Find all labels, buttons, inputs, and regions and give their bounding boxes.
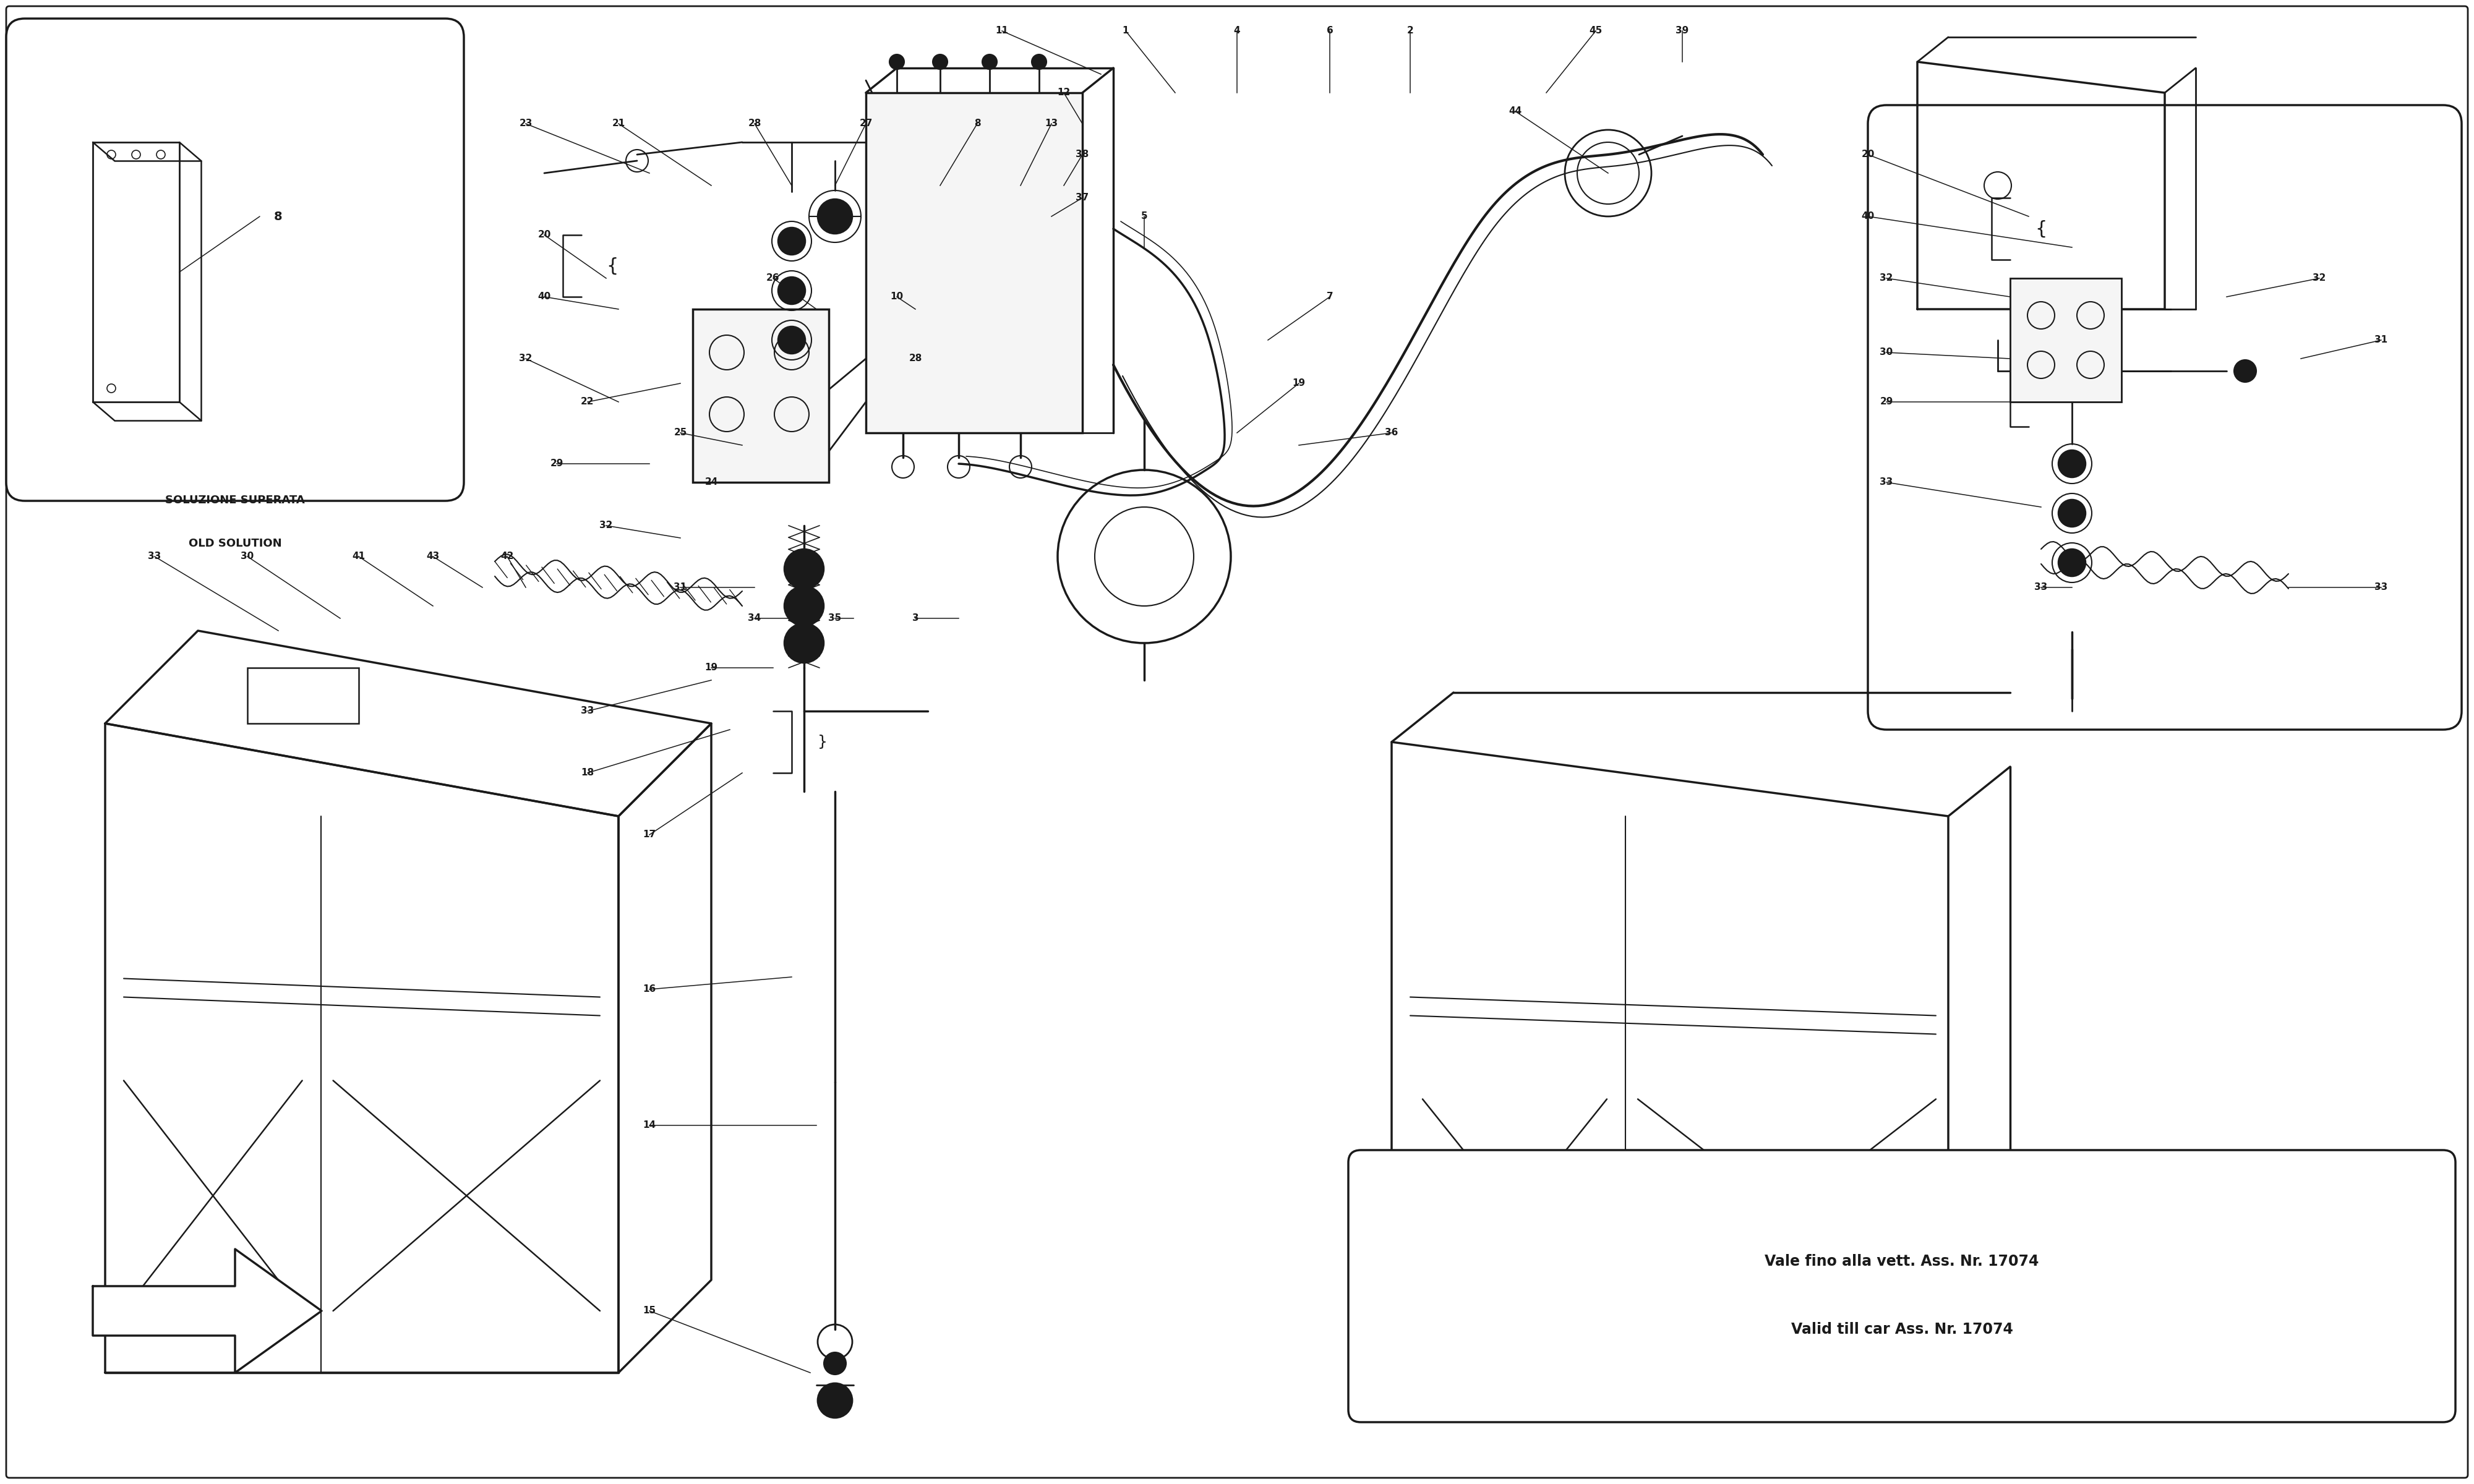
Text: 27: 27: [858, 119, 873, 128]
Text: 7: 7: [1326, 292, 1333, 301]
Text: 17: 17: [643, 830, 656, 840]
Text: 39: 39: [1675, 27, 1690, 36]
Circle shape: [816, 199, 851, 233]
Text: 19: 19: [1291, 378, 1306, 387]
Text: Valid till car Ass. Nr. 17074: Valid till car Ass. Nr. 17074: [1791, 1322, 2014, 1337]
Text: 20: 20: [537, 230, 552, 239]
Circle shape: [784, 549, 824, 589]
Text: 30: 30: [240, 552, 255, 561]
Bar: [693, 309, 829, 482]
Text: 32: 32: [599, 521, 614, 530]
Circle shape: [777, 326, 807, 353]
Circle shape: [777, 227, 807, 255]
Text: 32: 32: [520, 355, 532, 364]
Text: 1: 1: [1123, 27, 1128, 36]
Text: 3: 3: [913, 614, 918, 623]
Text: 10: 10: [891, 292, 903, 301]
Text: 28: 28: [747, 119, 762, 128]
Text: }: }: [816, 735, 826, 749]
Text: 26: 26: [767, 273, 779, 283]
Text: 24: 24: [705, 478, 717, 487]
Text: 33: 33: [2034, 583, 2048, 592]
Circle shape: [784, 623, 824, 663]
Text: 30: 30: [1880, 347, 1893, 358]
Bar: [247, 668, 359, 723]
Text: 33: 33: [2375, 583, 2387, 592]
Text: 43: 43: [426, 552, 440, 561]
Text: 32: 32: [1880, 273, 1893, 283]
FancyBboxPatch shape: [5, 6, 2469, 1478]
Circle shape: [2058, 549, 2086, 576]
Text: {: {: [2036, 220, 2046, 237]
Text: OLD SOLUTION: OLD SOLUTION: [188, 537, 282, 549]
Text: 2: 2: [1408, 27, 1413, 36]
Polygon shape: [94, 1250, 322, 1373]
Circle shape: [816, 1383, 851, 1417]
Text: 36: 36: [1385, 429, 1398, 438]
Circle shape: [2234, 359, 2256, 381]
Text: 37: 37: [1076, 193, 1089, 202]
Text: 31: 31: [673, 583, 688, 592]
Text: 40: 40: [537, 292, 552, 301]
Text: SOLUZIONE SUPERATA: SOLUZIONE SUPERATA: [166, 494, 304, 506]
Text: 29: 29: [1880, 398, 1893, 407]
Text: 33: 33: [581, 706, 594, 715]
Text: 13: 13: [1044, 119, 1059, 128]
Text: 18: 18: [581, 769, 594, 778]
Text: 28: 28: [908, 355, 923, 364]
Circle shape: [933, 55, 948, 70]
Text: 14: 14: [643, 1120, 656, 1129]
Circle shape: [824, 1352, 846, 1374]
Text: 20: 20: [1860, 150, 1875, 159]
Text: 45: 45: [1588, 27, 1603, 36]
Text: 5: 5: [1141, 212, 1148, 221]
Text: 11: 11: [995, 27, 1009, 36]
Text: Vale fino alla vett. Ass. Nr. 17074: Vale fino alla vett. Ass. Nr. 17074: [1764, 1254, 2039, 1269]
FancyBboxPatch shape: [1348, 1150, 2457, 1422]
Text: 15: 15: [643, 1306, 656, 1315]
Text: 6: 6: [1326, 27, 1333, 36]
Circle shape: [2058, 450, 2086, 478]
Text: 23: 23: [520, 119, 532, 128]
Text: 33: 33: [148, 552, 161, 561]
Text: 31: 31: [2375, 335, 2387, 344]
Text: 40: 40: [1860, 212, 1875, 221]
Bar: [866, 92, 1084, 433]
Text: 22: 22: [581, 398, 594, 407]
Text: 16: 16: [643, 985, 656, 994]
Circle shape: [2058, 500, 2086, 527]
Text: 35: 35: [829, 614, 841, 623]
Text: 29: 29: [549, 459, 564, 469]
Text: 33: 33: [1880, 478, 1893, 487]
Text: 8: 8: [275, 211, 282, 223]
Text: 12: 12: [1056, 88, 1071, 98]
Text: 25: 25: [673, 429, 688, 438]
Text: 8: 8: [975, 119, 980, 128]
Text: 21: 21: [611, 119, 626, 128]
Text: 38: 38: [1076, 150, 1089, 159]
Circle shape: [1032, 55, 1047, 70]
FancyBboxPatch shape: [7, 18, 463, 502]
Circle shape: [891, 55, 905, 70]
Text: 44: 44: [1509, 107, 1522, 116]
Text: 32: 32: [2313, 273, 2326, 283]
Text: 4: 4: [1235, 27, 1239, 36]
Text: {: {: [606, 257, 618, 275]
FancyBboxPatch shape: [1868, 105, 2462, 730]
Text: 34: 34: [747, 614, 762, 623]
Text: 19: 19: [705, 663, 717, 672]
Text: 42: 42: [500, 552, 515, 561]
Text: 41: 41: [351, 552, 366, 561]
Circle shape: [784, 586, 824, 626]
Bar: [2009, 279, 2120, 402]
Circle shape: [777, 278, 807, 304]
Circle shape: [982, 55, 997, 70]
